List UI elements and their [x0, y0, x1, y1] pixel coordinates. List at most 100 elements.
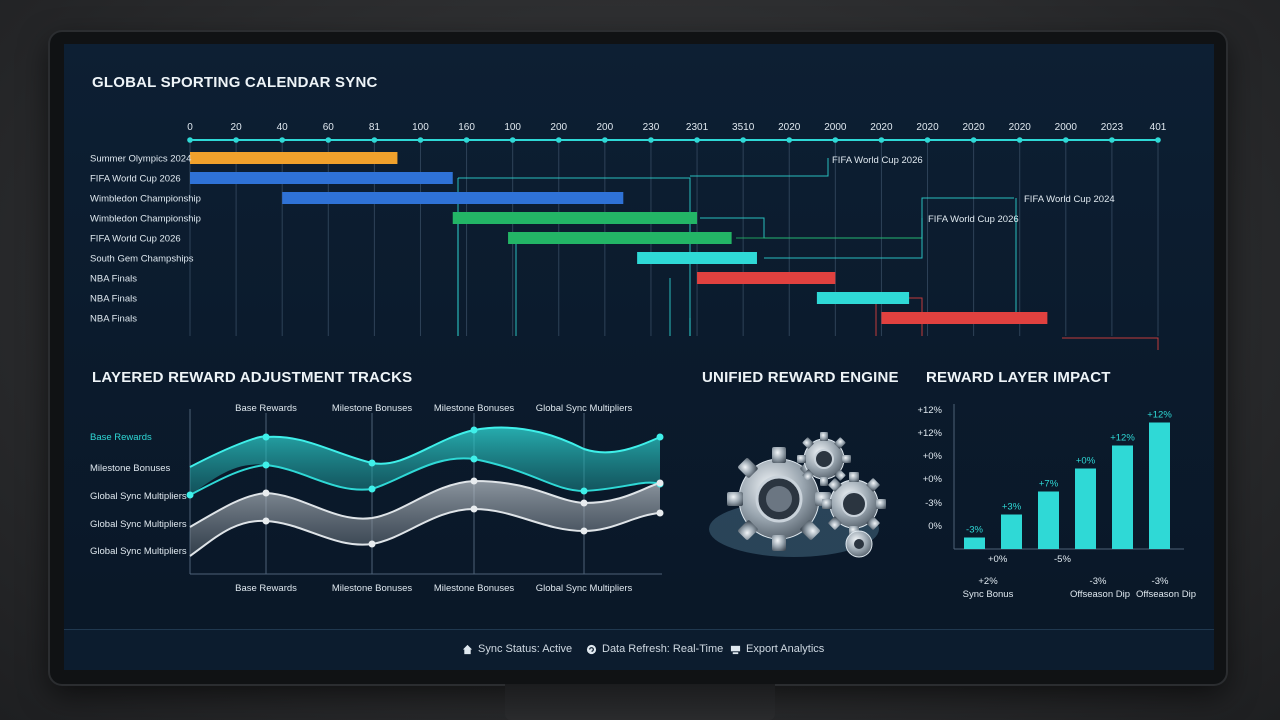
impact-bar-chart: +12% +12% +0% +0% -3% 0% -3% +3% +7% +0% +12% +12%… — [917, 404, 1196, 600]
event-label: South Gem Champships — [90, 254, 194, 265]
data-refresh-text: Data Refresh: Real-Time — [602, 643, 724, 655]
track-point — [470, 477, 478, 485]
data-refresh-item[interactable]: Data Refresh: Real-Time — [586, 643, 723, 655]
tick-marker — [509, 137, 516, 143]
track-top-label: Global Sync Multipliers — [536, 403, 633, 414]
impact-category-value: -3% — [1152, 576, 1169, 587]
tick-marker — [878, 137, 885, 143]
tick-label: 160 — [458, 122, 475, 133]
track-point — [368, 540, 376, 548]
track-bottom-label: Milestone Bonuses — [332, 583, 413, 594]
track-point — [368, 485, 376, 493]
impact-bar-label: +7% — [1039, 479, 1059, 490]
tick-label: 100 — [412, 122, 429, 133]
event-label: Wimbledon Championship — [90, 194, 201, 205]
tick-marker — [602, 137, 608, 143]
event-label: FIFA World Cup 2026 — [90, 234, 181, 245]
tick-label: 2020 — [962, 122, 985, 133]
tick-label: 81 — [369, 122, 381, 133]
event-bar[interactable] — [508, 232, 732, 244]
tick-marker — [648, 137, 654, 143]
impact-bar[interactable] — [1001, 514, 1022, 550]
event-callout: FIFA World Cup 2026 — [832, 155, 923, 166]
tick-label: 0 — [187, 122, 193, 133]
track-point — [368, 459, 376, 467]
tick-label: 401 — [1150, 122, 1167, 133]
tick-marker — [786, 137, 793, 143]
refresh-icon — [586, 644, 597, 654]
tick-marker — [233, 137, 239, 143]
track-point — [262, 461, 270, 469]
calendar-title: GLOBAL SPORTING CALENDAR SYNC — [92, 74, 378, 91]
sync-status-item[interactable]: Sync Status: Active — [462, 643, 572, 655]
impact-category-value: -3% — [1090, 576, 1107, 587]
event-bar[interactable] — [190, 172, 453, 184]
event-label: FIFA World Cup 2026 — [90, 174, 181, 185]
tick-marker — [279, 137, 285, 143]
tick-label: 2000 — [824, 122, 847, 133]
impact-bar[interactable] — [1112, 445, 1133, 550]
tick-marker — [1155, 137, 1161, 143]
impact-bar-label: +12% — [1147, 410, 1172, 421]
event-bar[interactable] — [282, 192, 624, 204]
tick-marker — [694, 137, 700, 143]
event-label: Wimbledon Championship — [90, 214, 201, 225]
tick-marker — [740, 137, 746, 143]
tick-label: 40 — [277, 122, 289, 133]
track-point — [262, 517, 270, 525]
event-bar[interactable] — [452, 212, 698, 224]
event-bar[interactable] — [190, 152, 398, 164]
impact-bar[interactable] — [964, 537, 985, 550]
track-left-label: Global Sync Multipliers — [90, 546, 187, 557]
tick-label: 2020 — [870, 122, 893, 133]
track-top-label: Milestone Bonuses — [434, 403, 515, 414]
impact-ytick: -3% — [925, 498, 942, 509]
track-point — [656, 479, 664, 487]
tick-label: 2020 — [916, 122, 939, 133]
gears-icon — [709, 432, 886, 558]
event-callout: FIFA World Cup 2024 — [1024, 194, 1115, 205]
tick-marker — [1016, 137, 1023, 143]
event-bar[interactable] — [881, 312, 1048, 324]
track-left-label: Global Sync Multipliers — [90, 519, 187, 530]
event-label: Summer Olympics 2024 — [90, 154, 191, 165]
dashboard-screen: GLOBAL SPORTING CALENDAR SYNC 0 20 40 60 81 1… — [64, 44, 1214, 670]
track-left-label: Global Sync Multipliers — [90, 491, 187, 502]
impact-bar[interactable] — [1038, 491, 1059, 550]
track-top-label: Base Rewards — [235, 403, 297, 414]
track-point — [580, 499, 588, 507]
base-rewards-wave — [190, 427, 660, 495]
reward-tracks-chart: Base Rewards Milestone Bonuses Milestone B… — [90, 403, 664, 594]
tick-label: 2020 — [1009, 122, 1032, 133]
event-bar[interactable] — [697, 272, 836, 284]
status-footer: Sync Status: Active Data Refresh: Real-T… — [64, 629, 1214, 670]
tick-marker — [555, 137, 562, 143]
impact-bar[interactable] — [1075, 468, 1096, 550]
impact-title: REWARD LAYER IMPACT — [926, 369, 1111, 386]
tick-marker — [832, 137, 839, 143]
tick-marker — [187, 137, 193, 143]
event-bar[interactable] — [637, 252, 757, 264]
tick-marker — [970, 137, 977, 143]
calendar-timeline: 0 20 40 60 81 100 160 100 200 200 230 2301 3510 2020 2… — [90, 122, 1167, 350]
track-bottom-label: Base Rewards — [235, 583, 297, 594]
event-callout: FIFA World Cup 2026 — [928, 214, 1019, 225]
event-bar[interactable] — [816, 292, 910, 304]
track-point — [656, 509, 664, 517]
impact-under-label: -5% — [1054, 554, 1071, 565]
tick-marker — [325, 137, 332, 143]
tick-label: 2023 — [1101, 122, 1124, 133]
impact-category-value: +2% — [978, 576, 998, 587]
impact-ytick: +0% — [923, 451, 943, 462]
track-left-label: Base Rewards — [90, 432, 152, 443]
event-label: NBA Finals — [90, 314, 137, 325]
tick-marker — [1109, 137, 1115, 143]
export-analytics-button[interactable]: Export Analytics — [730, 643, 824, 655]
track-left-label: Milestone Bonuses — [90, 463, 171, 474]
track-top-label: Milestone Bonuses — [332, 403, 413, 414]
track-point — [262, 489, 270, 497]
track-point — [186, 491, 194, 499]
impact-under-label: +0% — [988, 554, 1008, 565]
impact-bar[interactable] — [1149, 422, 1170, 550]
tick-label: 100 — [504, 122, 521, 133]
